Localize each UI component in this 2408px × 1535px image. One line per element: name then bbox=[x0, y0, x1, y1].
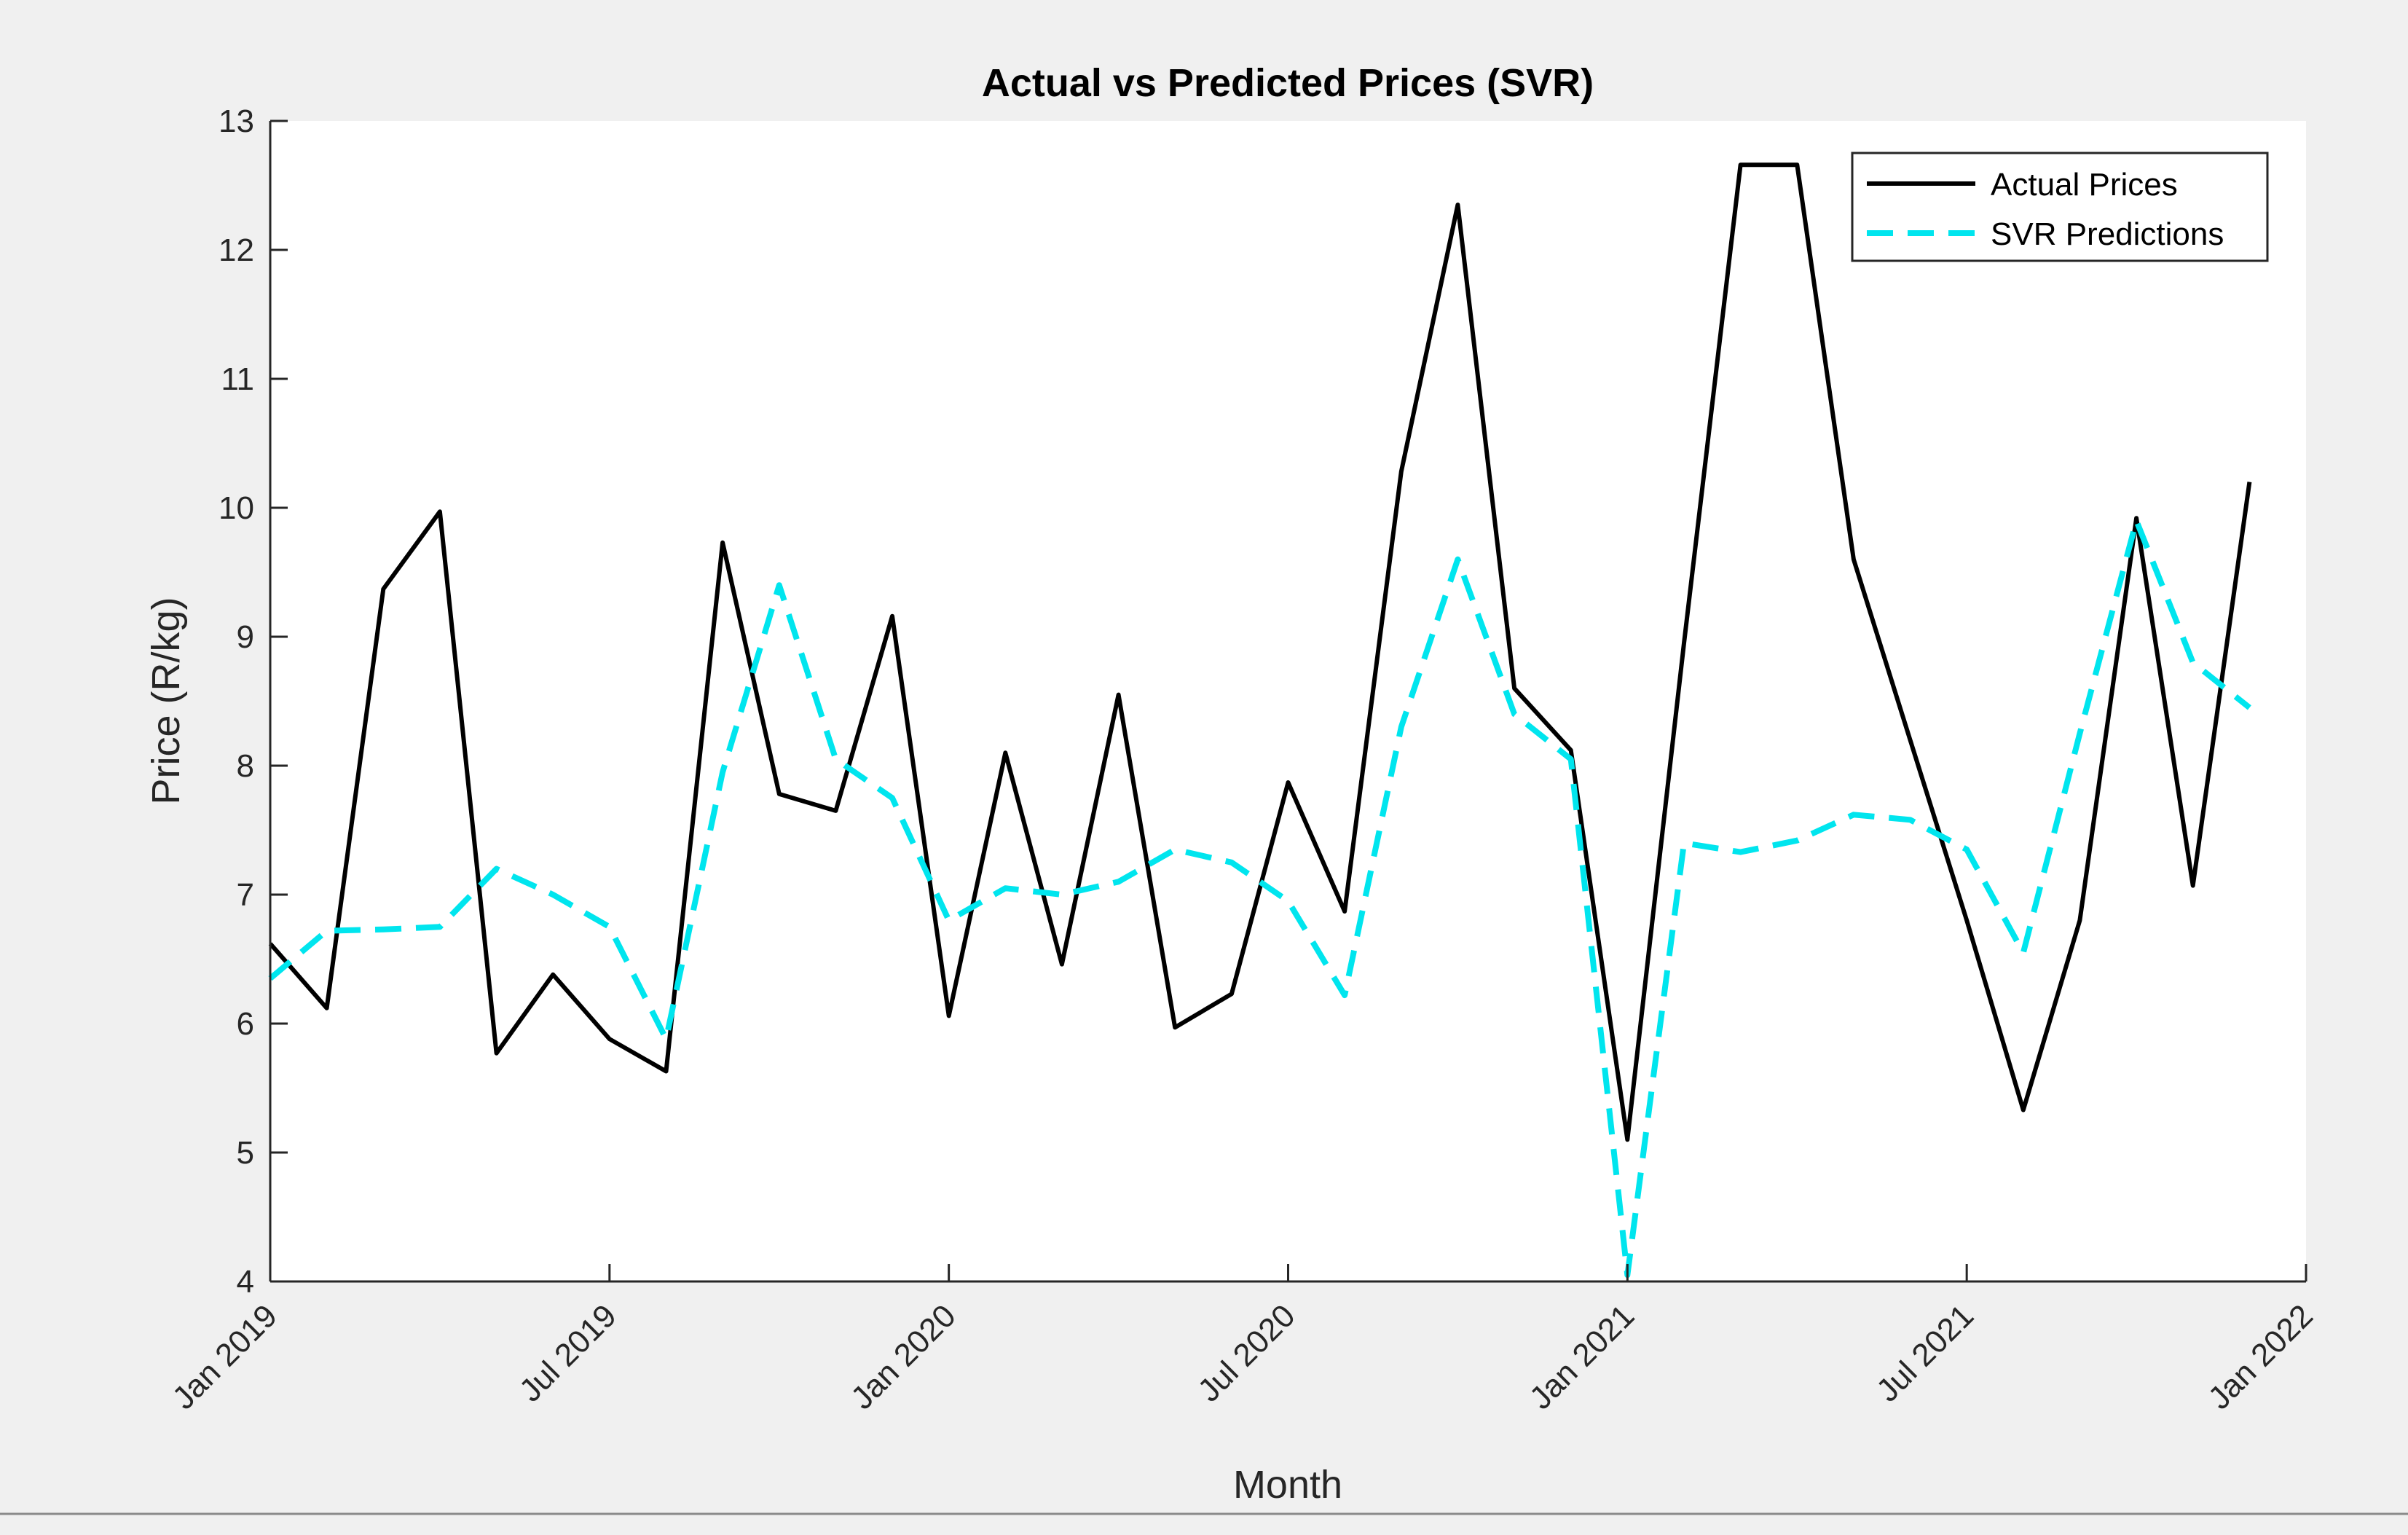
y-ticks: 4 5 6 7 8 9 10 11 12 13 bbox=[219, 103, 288, 1300]
series-layer bbox=[268, 162, 2252, 1279]
legend-label-actual: Actual Prices bbox=[1991, 167, 2178, 203]
y-tick-label: 5 bbox=[237, 1135, 254, 1171]
legend-box bbox=[1851, 152, 2269, 262]
series-line-svr-predictions bbox=[268, 517, 2251, 1279]
plot-area bbox=[270, 121, 2306, 1281]
chart-title: Actual vs Predicted Prices (SVR) bbox=[982, 61, 1594, 105]
y-tick-label: 13 bbox=[219, 103, 254, 139]
y-tick-label: 11 bbox=[221, 361, 254, 397]
y-axis-title: Price (R/kg) bbox=[144, 597, 188, 804]
y-tick-label: 4 bbox=[237, 1264, 254, 1300]
y-tick-label: 6 bbox=[237, 1006, 254, 1042]
y-tick-label: 10 bbox=[219, 490, 254, 526]
legend: Actual Prices SVR Predictions bbox=[1851, 152, 2269, 262]
y-tick-label: 8 bbox=[237, 748, 254, 784]
legend-label-svr: SVR Predictions bbox=[1991, 216, 2224, 252]
y-tick-label: 12 bbox=[219, 232, 254, 268]
x-axis-title: Month bbox=[1233, 1463, 1342, 1507]
y-tick-label: 9 bbox=[237, 619, 254, 655]
series-line-actual-prices bbox=[268, 162, 2252, 1142]
y-tick-label: 7 bbox=[237, 877, 254, 913]
